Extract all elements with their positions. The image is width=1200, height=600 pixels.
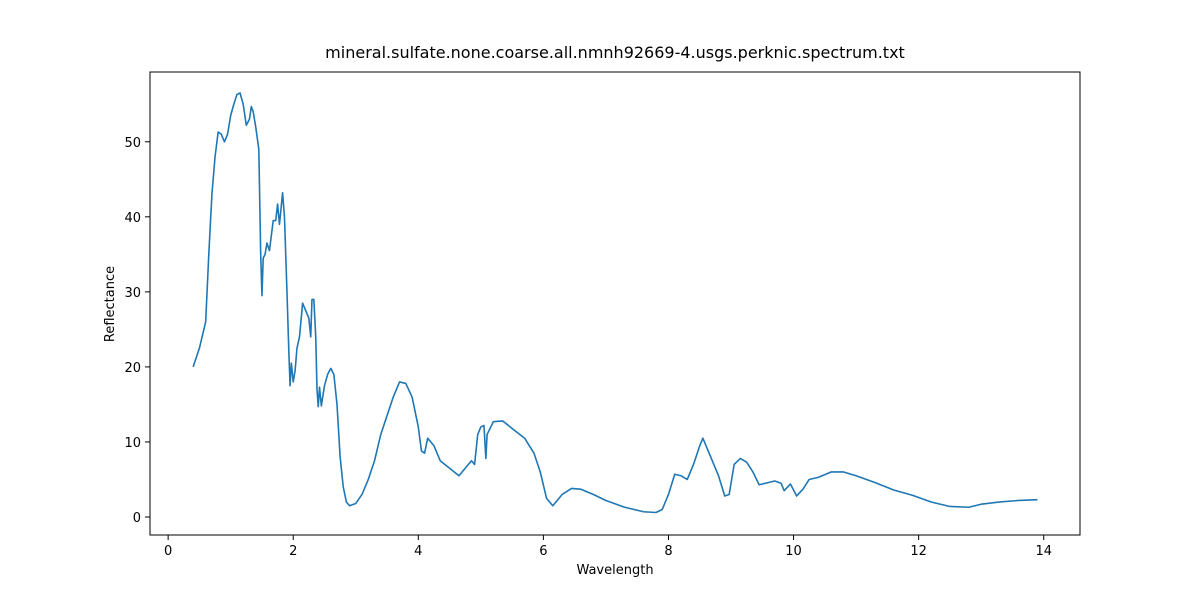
y-tick-label: 30 (124, 286, 141, 301)
x-axis-label: Wavelength (576, 563, 653, 578)
x-tick-label: 12 (910, 544, 927, 559)
y-tick-label: 20 (124, 361, 141, 376)
x-tick-label: 2 (289, 544, 297, 559)
line-series (192, 92, 1038, 514)
x-tick-label: 6 (539, 544, 547, 559)
x-tick-label: 14 (1035, 544, 1052, 559)
chart-title: mineral.sulfate.none.coarse.all.nmnh9266… (325, 43, 905, 62)
x-tick-label: 10 (785, 544, 802, 559)
y-axis-label: Reflectance (103, 266, 118, 342)
x-tick-label: 0 (164, 544, 172, 559)
y-tick-label: 0 (133, 511, 141, 526)
y-tick-label: 10 (124, 436, 141, 451)
y-tick-label: 50 (124, 136, 141, 151)
plot-frame (149, 71, 1081, 536)
x-tick-label: 4 (414, 544, 422, 559)
x-tick-label: 8 (664, 544, 672, 559)
y-tick-label: 40 (124, 211, 141, 226)
